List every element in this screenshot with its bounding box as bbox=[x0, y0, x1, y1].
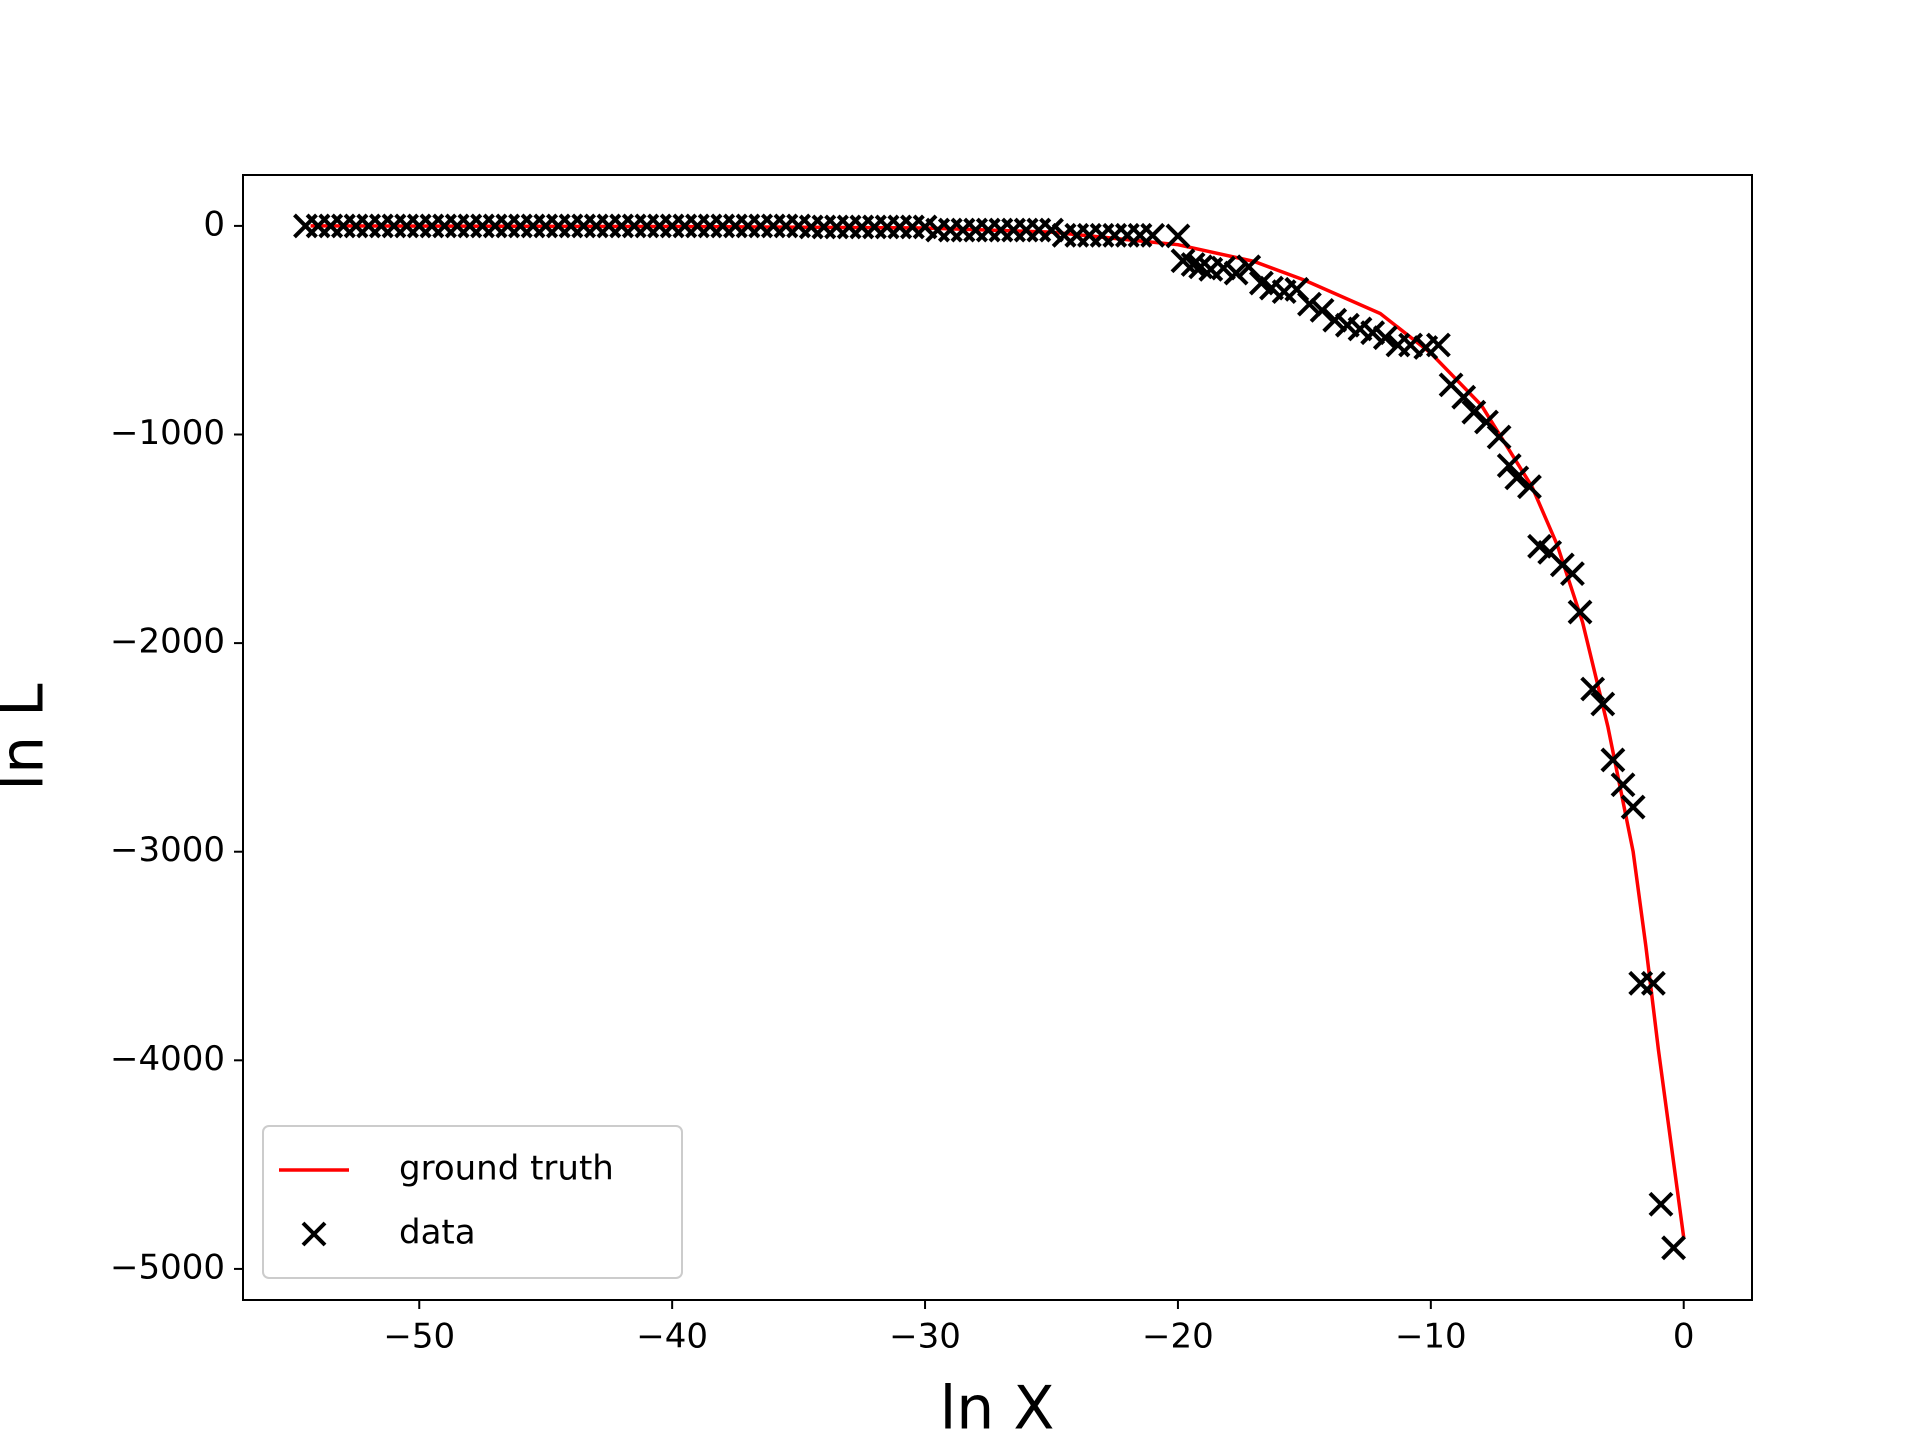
marker bbox=[1600, 747, 1626, 773]
line bbox=[310, 224, 1686, 1238]
marker bbox=[1580, 676, 1606, 702]
marker bbox=[1567, 599, 1593, 625]
marker bbox=[1517, 474, 1542, 500]
marker bbox=[1297, 291, 1322, 317]
legend-label: data bbox=[399, 1213, 476, 1253]
marker bbox=[1426, 332, 1451, 358]
marker bbox=[1180, 252, 1206, 277]
plot-frame bbox=[242, 174, 1753, 1301]
marker bbox=[1620, 794, 1646, 820]
x-tick-label: −20 bbox=[1142, 1317, 1214, 1357]
marker bbox=[1661, 1235, 1687, 1261]
x-tick-label: −40 bbox=[636, 1317, 708, 1357]
marker bbox=[1372, 325, 1398, 351]
marker bbox=[1165, 223, 1191, 249]
marker bbox=[1486, 424, 1512, 450]
marker bbox=[1496, 453, 1522, 478]
x-tick-label: 0 bbox=[1673, 1317, 1695, 1357]
marker bbox=[1211, 255, 1236, 281]
legend-marker bbox=[301, 1221, 327, 1247]
y-tick-label: −3000 bbox=[110, 830, 225, 870]
marker bbox=[1039, 217, 1064, 243]
y-tick-label: −5000 bbox=[110, 1247, 225, 1287]
marker bbox=[1648, 1191, 1674, 1217]
marker bbox=[1360, 320, 1386, 346]
legend-label: ground truth bbox=[399, 1149, 614, 1189]
y-tick-label: −2000 bbox=[110, 622, 225, 662]
marker bbox=[1504, 465, 1530, 491]
marker bbox=[1461, 399, 1487, 425]
marker bbox=[1560, 561, 1585, 587]
marker bbox=[1322, 307, 1348, 333]
marker bbox=[1223, 260, 1249, 286]
marker bbox=[1309, 297, 1335, 323]
marker bbox=[1451, 384, 1477, 410]
marker bbox=[1236, 254, 1262, 280]
marker bbox=[1640, 970, 1666, 996]
marker bbox=[1610, 772, 1636, 798]
marker bbox=[1140, 222, 1166, 248]
y-tick-label: −1000 bbox=[110, 413, 225, 453]
marker bbox=[1590, 691, 1616, 717]
x-axis-label: ln X bbox=[940, 1374, 1055, 1440]
legend-box bbox=[262, 1125, 683, 1279]
x-tick-label: −50 bbox=[383, 1317, 455, 1357]
y-axis-label: ln L bbox=[0, 683, 58, 791]
y-tick-label: −4000 bbox=[110, 1039, 225, 1079]
y-tick-label: 0 bbox=[203, 204, 225, 244]
x-tick-label: −10 bbox=[1395, 1317, 1467, 1357]
x-tick-label: −30 bbox=[889, 1317, 961, 1357]
